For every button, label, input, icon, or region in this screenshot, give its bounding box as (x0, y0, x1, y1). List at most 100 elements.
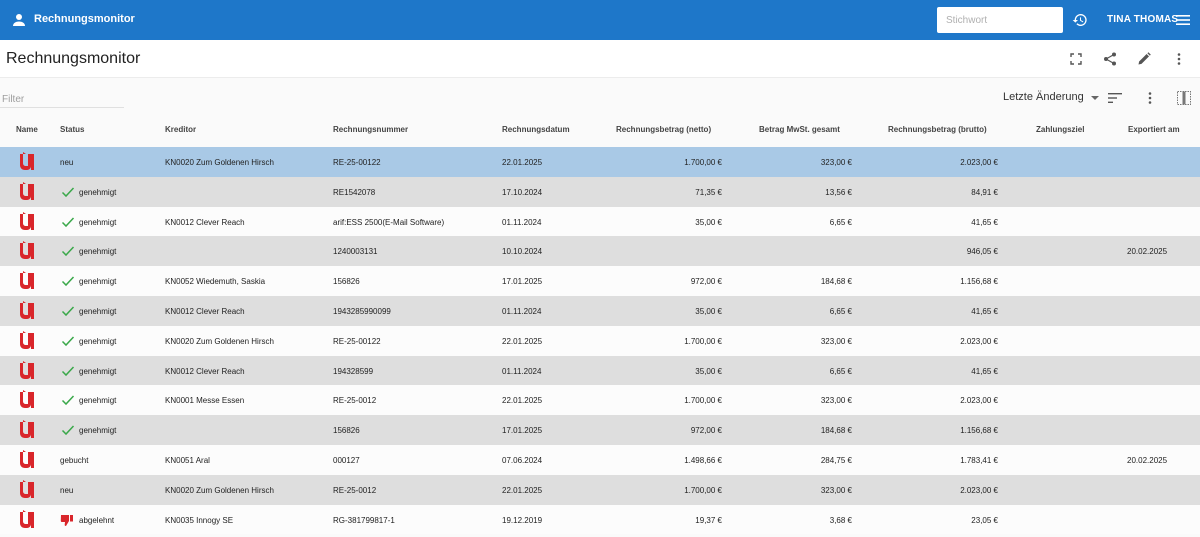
cell-status: genehmigt (79, 336, 117, 346)
column-header-name[interactable]: Name (16, 125, 38, 134)
cell-mwst: 323,00 € (820, 336, 852, 346)
document-logo-icon (20, 181, 34, 200)
column-header-mwst[interactable]: Betrag MwSt. gesamt (759, 125, 840, 134)
document-logo-icon (20, 420, 34, 439)
share-icon[interactable] (1103, 52, 1117, 66)
cell-rechnungsnummer: 194328599 (333, 366, 374, 376)
cell-kreditor: KN0020 Zum Goldenen Hirsch (165, 158, 274, 167)
cell-rechnungsnummer: 000127 (333, 456, 360, 465)
column-header-rechnungsnummer[interactable]: Rechnungsnummer (333, 125, 409, 134)
filter-input[interactable] (0, 91, 124, 108)
app-title: Rechnungsmonitor (34, 13, 135, 25)
cell-status: genehmigt (79, 187, 117, 197)
edit-icon[interactable] (1137, 52, 1151, 66)
column-header-rechnungsdatum[interactable]: Rechnungsdatum (502, 125, 570, 134)
cell-rechnungsdatum: 07.06.2024 (502, 456, 543, 465)
document-logo-icon (20, 479, 34, 498)
cell-netto: 35,00 € (695, 307, 722, 316)
cell-status: genehmigt (79, 217, 117, 227)
cell-rechnungsnummer: RE-25-00122 (333, 336, 381, 346)
cell-mwst: 184,68 € (820, 426, 852, 436)
app-bar: Rechnungsmonitor TINA THOMAS (0, 0, 1200, 40)
table-row[interactable]: genehmigt KN0001 Messe Essen RE-25-0012 22.… (0, 385, 1200, 416)
document-logo-icon (20, 360, 34, 379)
cell-netto: 35,00 € (695, 217, 722, 227)
check-icon (61, 246, 75, 257)
cell-brutto: 2.023,00 € (960, 336, 998, 346)
user-name[interactable]: TINA THOMAS (1107, 14, 1179, 25)
sort-select[interactable]: Letzte Änderung (1003, 91, 1084, 103)
cell-rechnungsnummer: RE-25-0012 (333, 396, 377, 406)
cell-netto: 71,35 € (695, 187, 722, 197)
document-logo-icon (20, 301, 34, 319)
menu-icon[interactable] (1176, 13, 1190, 27)
cell-brutto: 23,05 € (971, 515, 998, 525)
table-row[interactable]: genehmigt 1240003131 10.10.2024 946,05 € 20.… (0, 236, 1200, 267)
cell-brutto: 1.783,41 € (960, 456, 998, 465)
columns-icon[interactable] (1177, 91, 1191, 105)
cell-rechnungsnummer: 156826 (333, 426, 360, 436)
cell-rechnungsdatum: 17.01.2025 (502, 277, 543, 287)
cell-mwst: 323,00 € (820, 396, 852, 406)
check-icon (61, 217, 75, 227)
table-row[interactable]: genehmigt KN0020 Zum Goldenen Hirsch RE-25… (0, 325, 1200, 356)
column-header-brutto[interactable]: Rechnungsbetrag (brutto) (888, 125, 987, 134)
cell-status: gebucht (60, 456, 89, 465)
cell-rechnungsdatum: 17.10.2024 (502, 187, 543, 197)
search-input[interactable] (937, 7, 1063, 33)
table-row[interactable]: genehmigt KN0052 Wiedemuth, Saskia 156826 1… (0, 266, 1200, 296)
cell-status: genehmigt (79, 277, 117, 287)
fullscreen-icon[interactable] (1069, 52, 1083, 66)
cell-kreditor: KN0012 Clever Reach (165, 366, 245, 376)
cell-kreditor: KN0001 Messe Essen (165, 396, 245, 406)
cell-netto: 972,00 € (690, 426, 722, 436)
table-row[interactable]: genehmigt RE1542078 17.10.2024 71,35 € 13,56… (0, 176, 1200, 207)
table-row[interactable]: abgelehnt KN0035 Innogy SE RG-381799817-1 1… (0, 504, 1200, 535)
column-header-kreditor[interactable]: Kreditor (165, 125, 197, 134)
more-vert-icon[interactable] (1172, 52, 1186, 66)
cell-rechnungsnummer: RE-25-0012 (333, 485, 377, 495)
cell-netto: 1.498,66 € (684, 456, 722, 465)
check-icon (61, 425, 75, 436)
cell-exportiert: 20.02.2025 (1127, 247, 1168, 257)
cell-rechnungsdatum: 01.11.2024 (502, 366, 542, 376)
cell-kreditor: KN0020 Zum Goldenen Hirsch (165, 336, 274, 346)
page-title: Rechnungsmonitor (6, 50, 141, 67)
table-row[interactable]: genehmigt KN0012 Clever Reach arif:ESS 250… (0, 206, 1200, 237)
column-header-status[interactable]: Status (60, 125, 85, 134)
more-vert-icon[interactable] (1143, 91, 1157, 105)
cell-mwst: 323,00 € (820, 158, 852, 167)
cell-brutto: 946,05 € (966, 247, 998, 257)
cell-rechnungsdatum: 19.12.2019 (502, 515, 543, 525)
table-row[interactable]: genehmigt KN0012 Clever Reach 194328599 01.… (0, 355, 1200, 386)
column-header-exportiert[interactable]: Exportiert am (1128, 125, 1180, 134)
document-logo-icon (20, 450, 34, 468)
check-icon (61, 187, 75, 197)
sort-lines-icon[interactable] (1108, 91, 1122, 105)
cell-rechnungsdatum: 01.11.2024 (502, 217, 542, 227)
cell-rechnungsdatum: 22.01.2025 (502, 396, 543, 406)
check-icon (61, 395, 75, 406)
document-logo-icon (20, 152, 34, 170)
table-row[interactable]: gebucht KN0051 Aral 000127 07.06.2024 1.498,… (0, 445, 1200, 475)
cell-status: genehmigt (79, 396, 117, 406)
document-logo-icon (20, 271, 34, 290)
cell-brutto: 41,65 € (971, 217, 998, 227)
cell-netto: 972,00 € (690, 277, 722, 287)
cell-kreditor: KN0020 Zum Goldenen Hirsch (165, 485, 274, 495)
cell-netto: 1.700,00 € (684, 396, 722, 406)
chevron-down-icon[interactable] (1091, 96, 1099, 100)
cell-status: genehmigt (79, 366, 117, 376)
table-row[interactable]: genehmigt KN0012 Clever Reach 194328599009… (0, 296, 1200, 326)
cell-status: genehmigt (79, 247, 117, 257)
cell-rechnungsnummer: 1240003131 (333, 247, 378, 257)
column-header-netto[interactable]: Rechnungsbetrag (netto) (616, 125, 712, 134)
cell-mwst: 6,65 € (829, 217, 852, 227)
history-icon[interactable] (1072, 12, 1088, 28)
table-row[interactable]: genehmigt 156826 17.01.2025 972,00 € 184,68 … (0, 415, 1200, 445)
column-header-zahlungsziel[interactable]: Zahlungsziel (1036, 125, 1085, 134)
cell-brutto: 41,65 € (971, 307, 998, 316)
document-logo-icon (20, 211, 34, 230)
